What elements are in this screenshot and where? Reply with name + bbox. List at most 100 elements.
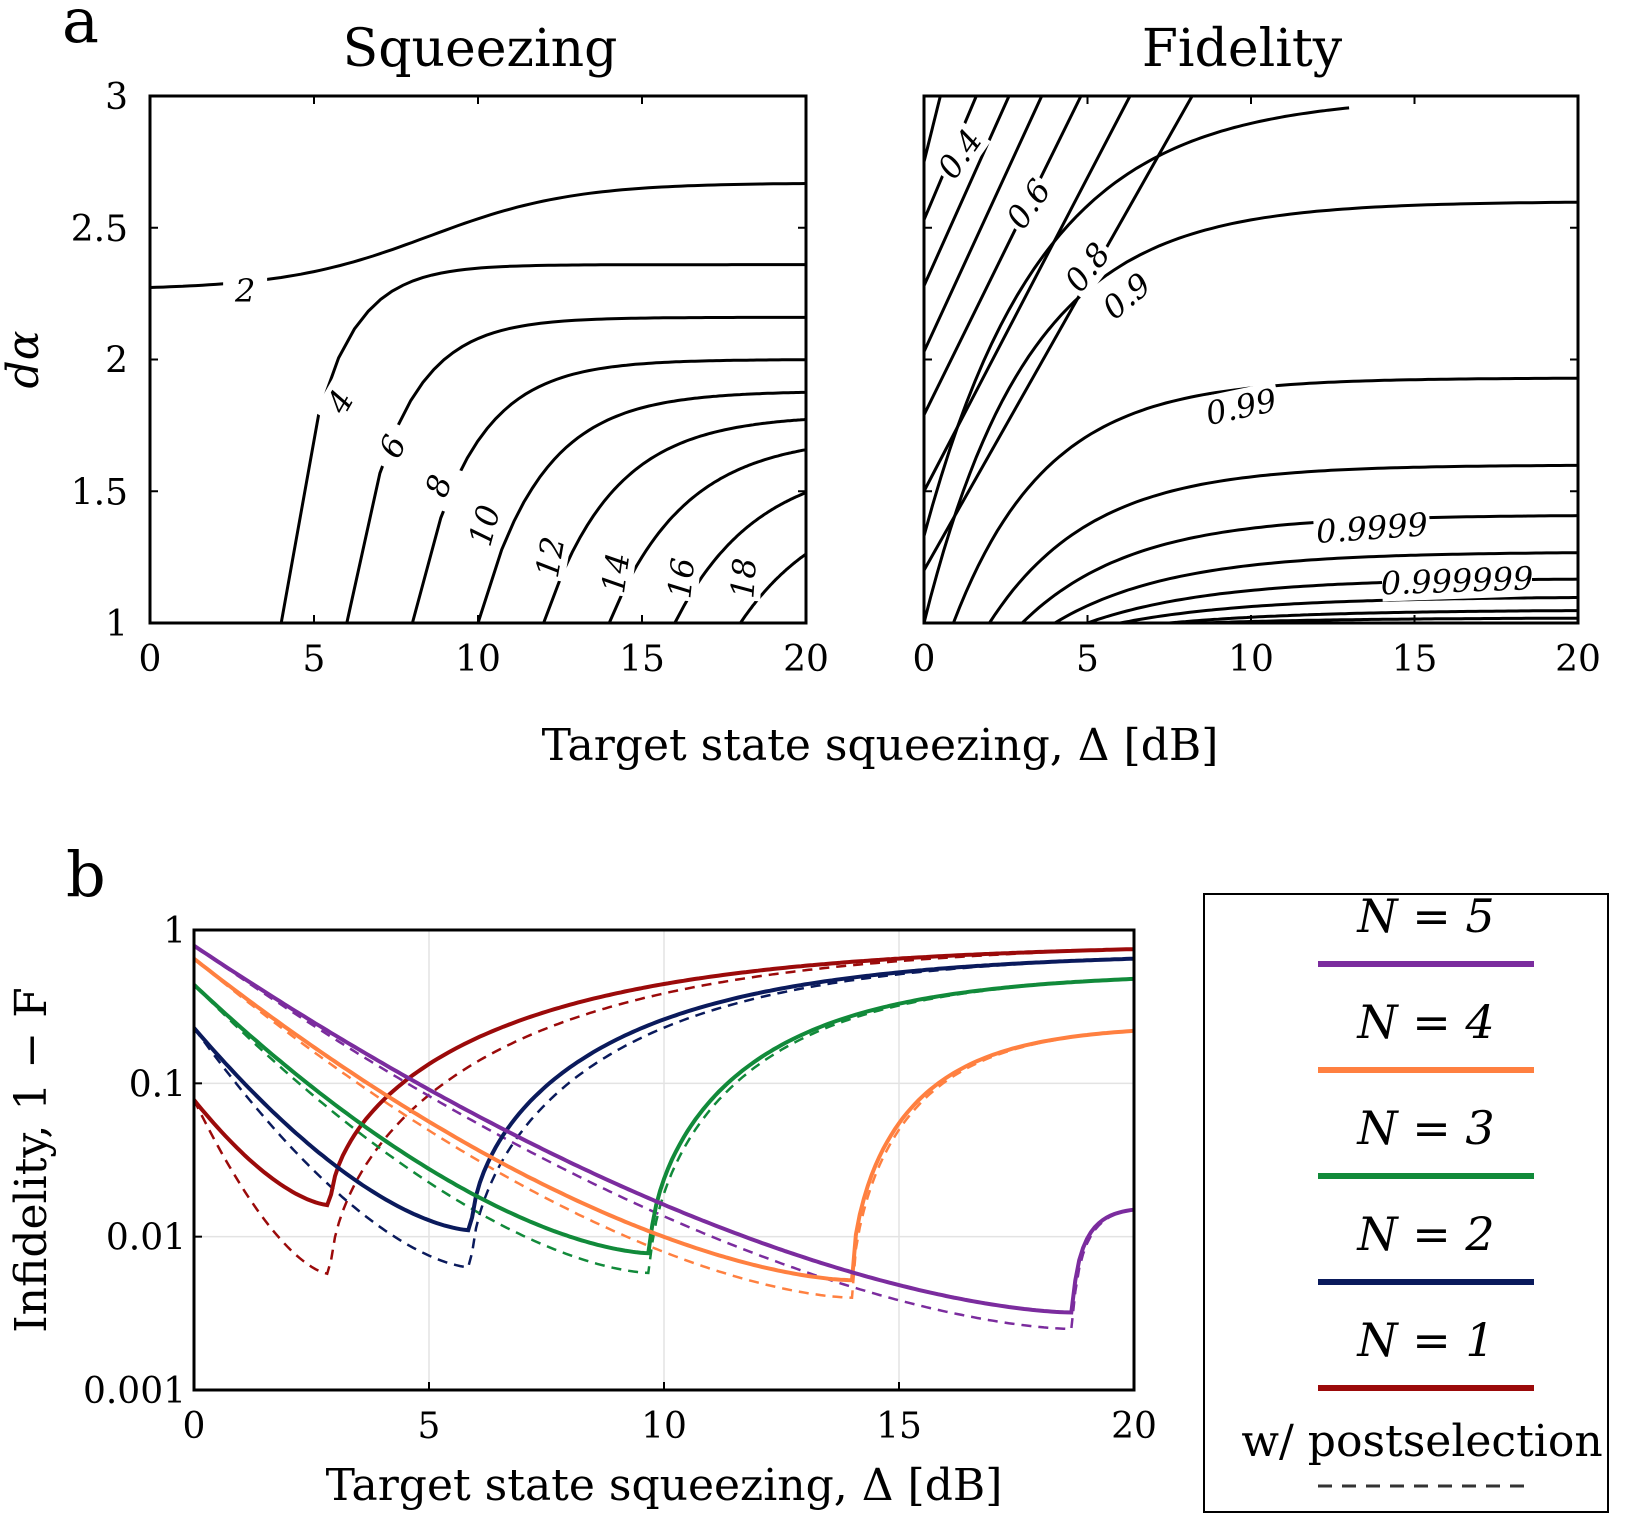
contour-line <box>607 448 807 624</box>
contour-line <box>410 358 806 624</box>
contour-label: 12 <box>528 534 572 581</box>
legend-entry-label: N = 1 <box>1356 1313 1494 1367</box>
x-tick-label: 5 <box>303 639 326 680</box>
contour-label-bg <box>461 499 508 552</box>
y-tick-label: 2.5 <box>71 209 128 250</box>
contour-line <box>1119 596 1578 625</box>
contour-label-bg <box>528 532 572 582</box>
x-tick-label: 15 <box>876 1406 922 1447</box>
contour-label: 18 <box>723 557 764 600</box>
contour-line <box>922 95 1194 572</box>
contour-label-bg <box>313 373 367 430</box>
contour-label-bg <box>661 554 702 602</box>
contour-label: 0.99 <box>1202 381 1280 433</box>
contour-label: 0.4 <box>930 122 990 185</box>
legend: N = 5 N = 4 N = 3 N = 2 N = 1 w/ postselectio… <box>1203 889 1609 1513</box>
contour-line <box>988 463 1578 624</box>
plot-frame <box>148 94 808 625</box>
x-tick-label: 20 <box>783 639 829 680</box>
contour-label-bg <box>997 170 1060 238</box>
contour-line <box>345 315 806 624</box>
contour-label: 16 <box>660 556 702 600</box>
y-tick-label: 0.001 <box>83 1371 186 1412</box>
contour-label-bg <box>367 418 419 475</box>
contour-line <box>673 491 807 624</box>
contour-line <box>1054 551 1578 625</box>
y-axis-label: Infidelity, 1 − F <box>6 987 57 1332</box>
contour-line <box>922 95 942 163</box>
y-tick-label: 1 <box>163 911 186 952</box>
contour-line <box>922 95 1083 416</box>
chart-title: Fidelity <box>1142 19 1343 79</box>
contour-label-bg <box>594 548 637 598</box>
chart-title: Squeezing <box>343 19 618 79</box>
contour-label-bg <box>414 459 464 513</box>
x-axis-label: Target state squeezing, Δ [dB] <box>326 1460 1003 1511</box>
x-tick-label: 20 <box>1111 1406 1157 1447</box>
y-tick-label: 0.1 <box>129 1064 186 1105</box>
x-tick-label: 10 <box>1228 639 1274 680</box>
contour-label: 0.6 <box>998 172 1058 235</box>
x-tick-label: 0 <box>183 1406 206 1447</box>
contour-label-bg <box>724 555 764 602</box>
y-tick-label: 0.01 <box>106 1218 186 1259</box>
panel-label-b: b <box>66 838 106 911</box>
y-tick-label: 1.5 <box>71 472 128 513</box>
contour-line <box>1021 514 1579 625</box>
contour-line <box>739 552 807 624</box>
series-line <box>192 976 1135 1256</box>
x-tick-label: 0 <box>913 639 936 680</box>
contour-label-bg <box>929 120 991 188</box>
legend-note: w/ postselection <box>1241 1416 1602 1467</box>
contour-label-bg <box>1093 264 1160 329</box>
x-tick-label: 10 <box>455 639 501 680</box>
panel-label-a: a <box>62 0 99 57</box>
series-line <box>192 957 1135 1283</box>
contour-label: 14 <box>594 550 637 596</box>
contour-line <box>922 200 1579 624</box>
legend-entry-label: N = 2 <box>1356 1207 1494 1261</box>
legend-box <box>1203 893 1609 1513</box>
x-tick-label: 15 <box>619 639 665 680</box>
series-postselection-line <box>192 957 1135 1269</box>
contour-label: 2 <box>234 272 255 310</box>
series-line <box>192 956 1135 1233</box>
contour-label-bg <box>1312 506 1432 551</box>
x-axis-label: Target state squeezing, Δ [dB] <box>542 720 1219 771</box>
contour-label-bg <box>1381 560 1533 602</box>
legend-entry-label: N = 3 <box>1356 1101 1494 1155</box>
y-axis-label: dα <box>0 331 49 389</box>
contour-label: 0.9999 <box>1315 505 1429 551</box>
contour-line <box>279 263 806 624</box>
series-line <box>192 944 1135 1315</box>
contour-line <box>922 95 1011 287</box>
plot-frame <box>192 928 1136 1392</box>
y-tick-label: 1 <box>105 604 128 645</box>
contour-line <box>542 417 807 624</box>
x-tick-label: 5 <box>1076 639 1099 680</box>
plot-frame <box>922 94 1580 625</box>
infidelity-line-plot: b Infidelity, 1 − F Target state squeezing… <box>6 838 1157 1511</box>
contour-label-bg <box>1056 234 1119 301</box>
x-tick-label: 10 <box>641 1406 687 1447</box>
x-tick-label: 20 <box>1555 639 1601 680</box>
contour-line <box>1169 609 1578 625</box>
legend-entry-label: N = 5 <box>1356 889 1494 943</box>
y-tick-label: 3 <box>105 77 128 118</box>
contour-line <box>476 390 807 624</box>
y-tick-label: 2 <box>105 341 128 382</box>
contour-line <box>1201 616 1578 625</box>
x-tick-label: 0 <box>139 639 162 680</box>
contour-label-bg <box>1200 381 1283 433</box>
x-tick-label: 15 <box>1392 639 1438 680</box>
contour-label: 0.999999 <box>1380 559 1534 602</box>
contour-line <box>922 95 1044 353</box>
series-postselection-line <box>193 944 1135 1331</box>
legend-entry-label: N = 4 <box>1356 995 1494 1049</box>
series-line <box>192 947 1135 1208</box>
contour-line <box>922 106 1350 537</box>
x-tick-label: 5 <box>418 1406 441 1447</box>
